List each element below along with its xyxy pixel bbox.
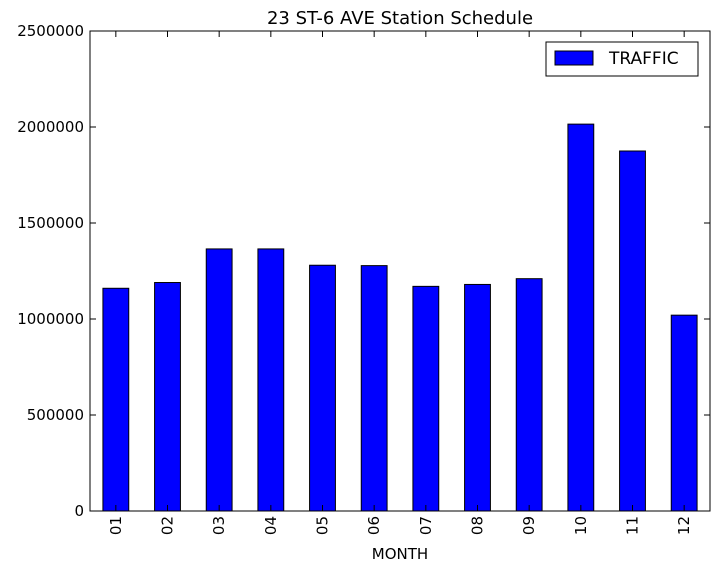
- x-tick-label: 02: [159, 516, 177, 535]
- x-tick-label: 05: [314, 516, 332, 535]
- x-axis-label: MONTH: [372, 545, 428, 563]
- x-tick-label: 11: [624, 516, 642, 535]
- chart-title: 23 ST-6 AVE Station Schedule: [267, 8, 533, 29]
- bar-11: [619, 150, 646, 512]
- bar-04: [257, 248, 285, 512]
- ticks-group: 0 500000 1000000 1500000 2000000 2500000 01 02 0…: [17, 22, 710, 535]
- legend: TRAFFIC: [545, 41, 699, 77]
- bar-09: [515, 278, 543, 512]
- y-tick-label: 500000: [27, 406, 84, 424]
- x-tick-label: 04: [262, 516, 280, 535]
- plot-frame: [89, 30, 711, 512]
- x-tick-label: 12: [675, 516, 693, 535]
- x-tick-label: 07: [417, 516, 435, 535]
- x-tick-label: 03: [210, 516, 228, 535]
- x-tick-label: 01: [107, 516, 125, 535]
- legend-swatch: [554, 50, 594, 66]
- x-tick-label: 06: [365, 516, 383, 535]
- bar-03: [205, 248, 233, 512]
- y-tick-label: 1500000: [17, 214, 84, 232]
- x-tick-label: 10: [572, 516, 590, 535]
- bars-group: [102, 123, 698, 512]
- legend-label: TRAFFIC: [608, 49, 679, 69]
- bar-05: [309, 264, 336, 512]
- bar-01: [102, 287, 130, 512]
- y-tick-label: 0: [74, 502, 84, 520]
- y-tick-label: 1000000: [17, 310, 84, 328]
- y-tick-label: 2000000: [17, 118, 84, 136]
- bar-07: [412, 285, 440, 512]
- bar-08: [464, 283, 491, 512]
- y-tick-label: 2500000: [17, 22, 84, 40]
- bar-02: [154, 282, 181, 512]
- bar-06: [360, 265, 388, 512]
- bar-10: [567, 123, 595, 512]
- x-tick-label: 08: [469, 516, 487, 535]
- x-tick-label: 09: [520, 516, 538, 535]
- bar-12: [670, 314, 698, 512]
